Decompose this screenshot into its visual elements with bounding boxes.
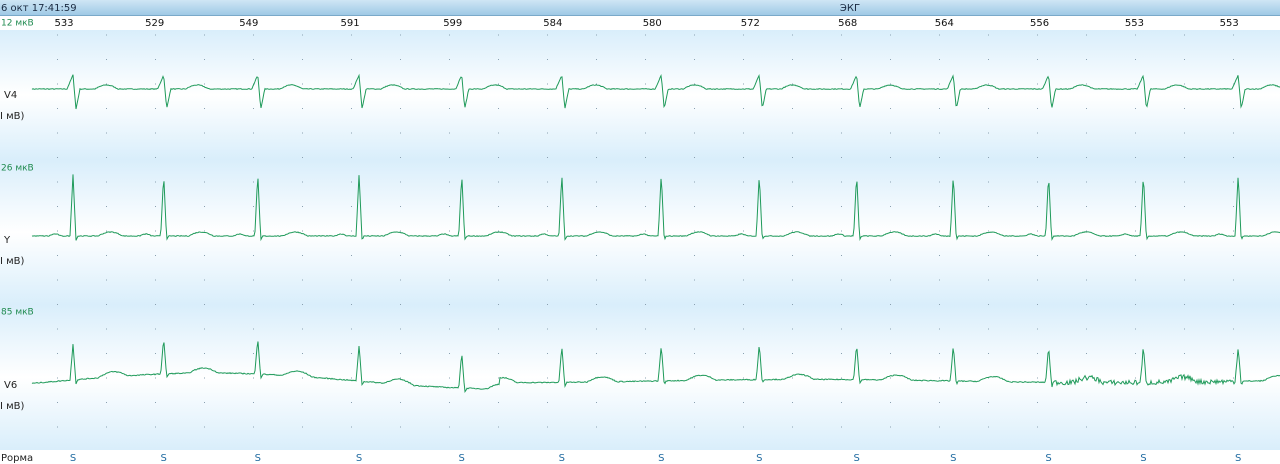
rr-interval: 572 (741, 18, 760, 29)
footer-row (0, 450, 1280, 464)
beat-label: S (1235, 453, 1241, 464)
lead-unit: I мВ) (0, 401, 25, 412)
rr-interval: 580 (643, 18, 662, 29)
grid-dots (30, 30, 1280, 160)
lead-unit: I мВ) (0, 111, 25, 122)
grid-dots (30, 160, 1280, 305)
rr-interval: 553 (1220, 18, 1239, 29)
ecg-trace (31, 174, 1280, 242)
beat-label: S (756, 453, 762, 464)
lead-scale: 26 мкВ (1, 164, 34, 174)
beat-label: S (559, 453, 565, 464)
rr-interval: 549 (239, 18, 258, 29)
lead-name: Y (3, 235, 11, 246)
rr-interval: 529 (145, 18, 164, 29)
beat-label: S (950, 453, 956, 464)
footer-label: Рорма (1, 453, 33, 464)
beat-label: S (160, 453, 166, 464)
beat-label: S (356, 453, 362, 464)
ecg-trace (31, 73, 1280, 110)
rr-interval: 533 (54, 18, 73, 29)
header-bar (0, 0, 1280, 15)
beat-label: S (459, 453, 465, 464)
lead-name: V6 (4, 380, 17, 391)
lead-scale: 85 мкВ (1, 308, 34, 318)
beat-label: S (658, 453, 664, 464)
rr-interval: 591 (341, 18, 360, 29)
lead-name: V4 (4, 90, 17, 101)
rr-interval: 568 (838, 18, 857, 29)
ecg-trace (31, 341, 1280, 393)
beat-label: S (1045, 453, 1051, 464)
rr-interval: 564 (935, 18, 954, 29)
beat-label: S (255, 453, 261, 464)
window-title: ЭКГ (840, 3, 860, 14)
rr-interval: 599 (443, 18, 462, 29)
rr-row (0, 16, 1280, 30)
rr-interval: 553 (1125, 18, 1144, 29)
beat-label: S (1140, 453, 1146, 464)
beat-label: S (853, 453, 859, 464)
beat-label: S (70, 453, 76, 464)
lead-scale: 12 мкВ (1, 19, 34, 29)
grid-dots (30, 305, 1280, 450)
rr-interval: 556 (1030, 18, 1049, 29)
lead-unit: I мВ) (0, 256, 25, 267)
datetime: 6 окт 17:41:59 (1, 3, 77, 14)
rr-interval: 584 (543, 18, 562, 29)
